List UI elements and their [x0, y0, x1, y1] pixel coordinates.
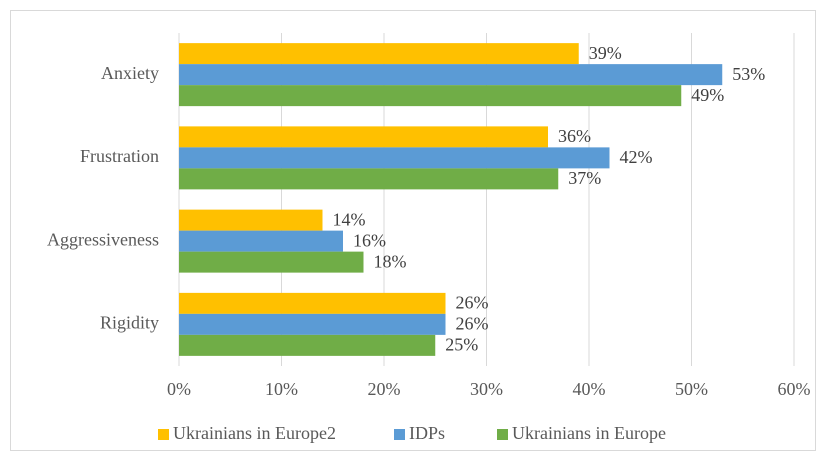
- value-label: 39%: [589, 43, 622, 63]
- value-label: 49%: [691, 85, 724, 105]
- value-label: 18%: [374, 251, 407, 271]
- legend-swatch: [158, 429, 169, 440]
- bar: [179, 334, 436, 356]
- bar: [179, 126, 548, 148]
- legend-label: IDPs: [409, 423, 445, 443]
- bar: [179, 313, 446, 335]
- bar: [179, 209, 323, 231]
- value-label: 26%: [456, 314, 489, 334]
- value-label: 25%: [445, 335, 478, 355]
- legend-swatch: [497, 429, 508, 440]
- bar: [179, 168, 559, 190]
- bar: [179, 147, 610, 169]
- y-tick-label: Aggressiveness: [47, 229, 159, 249]
- value-label: 36%: [558, 126, 591, 146]
- value-label: 42%: [620, 147, 653, 167]
- x-tick-label: 40%: [573, 379, 606, 399]
- x-tick-label: 60%: [778, 379, 811, 399]
- bar: [179, 292, 446, 314]
- value-label: 26%: [456, 293, 489, 313]
- y-tick-label: Rigidity: [100, 313, 159, 333]
- y-tick-label: Frustration: [80, 146, 159, 166]
- legend-label: Ukrainians in Europe2: [173, 423, 336, 443]
- legend-swatch: [394, 429, 405, 440]
- bar: [179, 43, 579, 65]
- bar: [179, 64, 723, 86]
- x-tick-label: 30%: [470, 379, 503, 399]
- value-label: 14%: [333, 209, 366, 229]
- x-tick-label: 10%: [265, 379, 298, 399]
- y-tick-label: Anxiety: [101, 63, 159, 83]
- x-tick-label: 0%: [167, 379, 191, 399]
- bar: [179, 251, 364, 273]
- bar: [179, 230, 343, 252]
- value-label: 16%: [353, 230, 386, 250]
- x-tick-label: 50%: [675, 379, 708, 399]
- value-label: 37%: [568, 168, 601, 188]
- legend-label: Ukrainians in Europe: [512, 423, 666, 443]
- bar: [179, 85, 682, 107]
- x-tick-label: 20%: [368, 379, 401, 399]
- value-label: 53%: [732, 64, 765, 84]
